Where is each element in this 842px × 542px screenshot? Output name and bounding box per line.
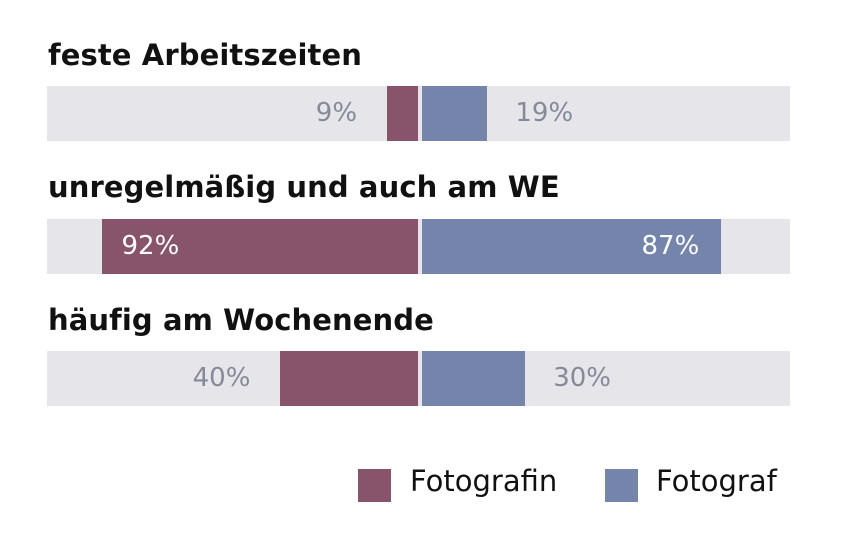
- bar-fotograf: [422, 351, 526, 406]
- value-label-fotografin: 92%: [121, 231, 180, 261]
- bar-track: 9% 19%: [47, 86, 790, 141]
- value-label-fotografin: 40%: [192, 363, 251, 393]
- value-label-fotografin: 9%: [315, 98, 358, 128]
- legend-label-fotografin: Fotografin: [410, 464, 558, 498]
- value-label-fotograf: 19%: [515, 98, 574, 128]
- bar-track: 40% 30%: [47, 351, 790, 406]
- bar-track: 92% 87%: [47, 219, 790, 274]
- value-label-fotograf: 30%: [553, 363, 611, 393]
- bar-fotografin: [280, 351, 418, 406]
- value-label-fotograf: 87%: [641, 231, 700, 261]
- bar-fotografin: [387, 86, 418, 141]
- legend-label-fotograf: Fotograf: [656, 464, 777, 498]
- category-title: feste Arbeitszeiten: [48, 38, 362, 72]
- legend-swatch-fotografin: [358, 469, 391, 502]
- category-title: häufig am Wochenende: [48, 303, 434, 337]
- bar-fotograf: [422, 86, 488, 141]
- bar-fotograf: [422, 219, 722, 274]
- legend-swatch-fotograf: [605, 469, 638, 502]
- bar-fotografin: [101, 219, 418, 274]
- category-title: unregelmäßig und auch am WE: [48, 170, 560, 204]
